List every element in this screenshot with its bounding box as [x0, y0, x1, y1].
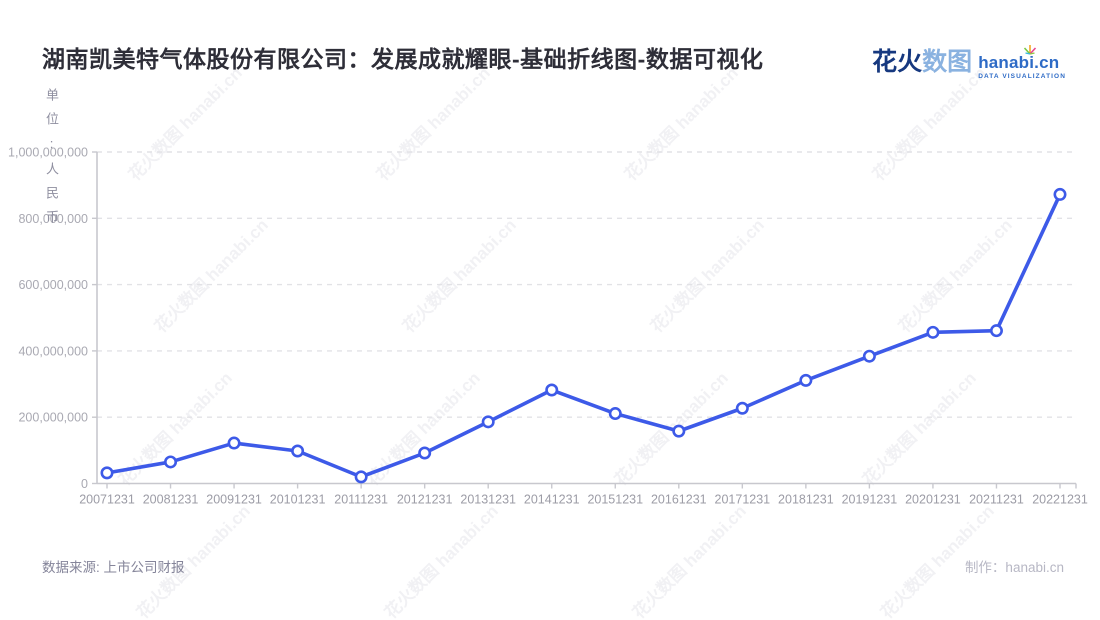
data-point[interactable] [862, 349, 876, 363]
sparkle-icon [1024, 45, 1037, 55]
x-tick-label: 20191231 [842, 493, 898, 507]
y-tick-label: 600,000,000 [18, 278, 88, 292]
x-tick-label: 20121231 [397, 493, 453, 507]
y-tick-label: 0 [81, 477, 88, 491]
x-tick-label: 20091231 [206, 493, 262, 507]
data-point[interactable] [100, 466, 114, 480]
data-point[interactable] [481, 415, 495, 429]
data-point[interactable] [989, 324, 1003, 338]
y-tick-label: 800,000,000 [18, 212, 88, 226]
y-axis-unit-label: 单位:人民币 [44, 88, 59, 234]
logo-domain-block: hanabi.cn DATA VISUALIZATION [978, 45, 1066, 80]
credit-label: 制作：hanabi.cn [964, 560, 1064, 575]
x-tick-label: 20111231 [334, 493, 388, 507]
data-point[interactable] [354, 470, 368, 484]
x-tick-label: 20141231 [524, 493, 580, 507]
data-point[interactable] [1053, 187, 1067, 201]
hanabi-logo: 花火数图 hanabi.cn DATA VISUALIZATION [872, 45, 1066, 80]
data-point[interactable] [926, 325, 940, 339]
data-point[interactable] [672, 424, 686, 438]
data-source-label: 数据来源: 上市公司财报 [42, 560, 185, 575]
x-tick-label: 20131231 [460, 493, 516, 507]
y-tick-label: 200,000,000 [18, 411, 88, 425]
data-point[interactable] [418, 446, 432, 460]
data-point[interactable] [545, 383, 559, 397]
logo-domain-text: hanabi.cn [978, 53, 1060, 72]
x-tick-label: 20201231 [905, 493, 961, 507]
data-point[interactable] [291, 444, 305, 458]
x-tick-label: 20211231 [969, 493, 1024, 507]
data-point[interactable] [227, 436, 241, 450]
data-point[interactable] [164, 455, 178, 469]
y-tick-label: 400,000,000 [18, 344, 88, 358]
x-tick-label: 20151231 [587, 493, 643, 507]
y-tick-label: 1,000,000,000 [8, 146, 88, 160]
series-line [105, 192, 1062, 479]
logo-cn-light-text: 数图 [922, 48, 973, 76]
x-tick-label: 20181231 [778, 493, 834, 507]
x-tick-label: 20101231 [270, 493, 326, 507]
x-tick-label: 20081231 [143, 493, 199, 507]
logo-cn-bold-text: 花火 [872, 48, 923, 76]
data-point[interactable] [735, 401, 749, 415]
x-tick-label: 20161231 [651, 493, 707, 507]
logo-tagline-text: DATA VISUALIZATION [978, 73, 1066, 80]
chart-title: 湖南凯美特气体股份有限公司：发展成就耀眼-基础折线图-数据可视化 [42, 46, 764, 72]
data-point[interactable] [608, 407, 622, 421]
data-point[interactable] [799, 373, 813, 387]
logo-wordmark-cn: 花火数图 [872, 48, 972, 76]
x-tick-label: 20221231 [1032, 493, 1088, 507]
x-tick-label: 20171231 [715, 493, 771, 507]
x-tick-label: 20071231 [79, 493, 135, 507]
